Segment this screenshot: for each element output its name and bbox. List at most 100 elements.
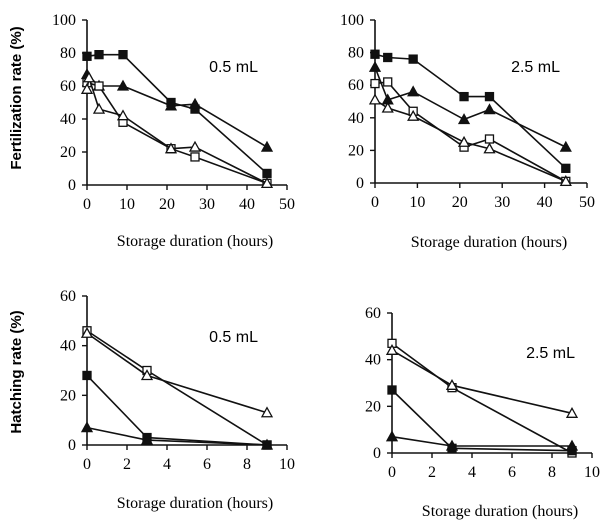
data-point-filled-triangle: [116, 79, 130, 91]
fertilization-ylabel: Fertilization rate (%): [8, 26, 25, 169]
data-point-open-triangle: [82, 71, 96, 83]
x-tick-label: 40: [239, 196, 255, 213]
data-point-open-triangle: [92, 102, 106, 114]
x-axis-label: Storage duration (hours): [117, 495, 273, 512]
data-point-open-square: [190, 152, 200, 162]
series-line-filled-triangle: [86, 426, 268, 446]
data-point-filled-square: [82, 370, 92, 381]
x-tick-label: 8: [243, 456, 251, 473]
volume-annotation: 0.5 mL: [209, 59, 258, 76]
data-point-open-triangle: [116, 109, 130, 121]
x-axis-label: Storage duration (hours): [411, 234, 567, 251]
y-tick-label: 0: [68, 437, 76, 454]
x-tick-label: 4: [163, 456, 171, 473]
x-tick-label: 20: [452, 194, 468, 211]
data-point-open-triangle: [407, 109, 420, 121]
data-point-filled-triangle: [260, 438, 274, 450]
y-tick-label: 100: [52, 12, 76, 29]
data-point-filled-triangle: [483, 103, 496, 115]
data-point-open-triangle: [559, 175, 572, 187]
data-point-open-square: [484, 134, 495, 144]
y-tick-label: 20: [348, 142, 364, 159]
data-point-open-triangle: [260, 406, 274, 418]
data-point-filled-square: [82, 51, 92, 61]
y-tick-label: 60: [365, 305, 381, 322]
data-point-open-triangle: [164, 142, 178, 154]
y-tick-label: 20: [60, 144, 76, 161]
data-point-filled-square: [459, 91, 469, 102]
data-point-open-triangle: [457, 135, 471, 147]
data-point-filled-triangle: [565, 439, 579, 451]
y-tick-label: 80: [60, 45, 76, 62]
data-point-filled-square: [484, 91, 495, 102]
data-point-open-triangle: [381, 101, 394, 113]
data-point-open-triangle: [188, 140, 202, 152]
x-tick-label: 2: [123, 456, 131, 473]
data-point-open-triangle: [80, 82, 94, 94]
data-point-filled-triangle: [559, 140, 572, 152]
data-point-filled-triangle: [385, 430, 399, 442]
x-axis-label: Storage duration (hours): [117, 233, 273, 250]
x-tick-label: 50: [579, 194, 595, 211]
x-tick-label: 0: [371, 194, 379, 211]
data-point-filled-square: [408, 54, 418, 64]
data-point-open-triangle: [140, 369, 154, 381]
data-point-filled-square: [118, 50, 128, 60]
data-point-open-square: [383, 77, 393, 87]
y-tick-label: 40: [60, 111, 76, 128]
volume-annotation: 2.5 mL: [526, 345, 575, 362]
data-point-filled-triangle: [140, 433, 154, 445]
data-point-filled-triangle: [164, 99, 178, 111]
data-point-filled-square: [383, 52, 393, 63]
x-tick-label: 10: [279, 456, 295, 473]
x-tick-label: 20: [159, 196, 175, 213]
y-tick-label: 0: [68, 177, 76, 194]
y-tick-label: 60: [60, 78, 76, 95]
series-line-filled-square: [86, 374, 268, 446]
y-tick-label: 60: [60, 288, 76, 305]
data-point-filled-triangle: [457, 113, 471, 125]
x-tick-label: 0: [388, 464, 396, 481]
data-point-filled-square: [561, 163, 571, 173]
y-tick-label: 40: [365, 352, 381, 369]
x-tick-label: 40: [537, 194, 553, 211]
x-tick-label: 50: [279, 196, 295, 213]
x-tick-label: 8: [548, 464, 556, 481]
series-line-open-square: [86, 330, 268, 446]
data-point-open-triangle: [80, 326, 94, 338]
data-point-open-square: [370, 78, 380, 89]
data-point-open-triangle: [260, 177, 274, 189]
series-line-open-square: [86, 81, 268, 185]
x-tick-label: 0: [83, 196, 91, 213]
y-tick-label: 40: [348, 110, 364, 127]
x-axis-label: Storage duration (hours): [422, 503, 578, 520]
chart-fert-25: 0 10 20 30 40 50 0 20 40 60 80 100 Storage duration …: [340, 12, 595, 251]
data-point-open-triangle: [445, 378, 459, 390]
y-tick-label: 40: [60, 338, 76, 355]
data-point-open-triangle: [368, 93, 382, 105]
data-point-open-triangle: [483, 142, 496, 154]
y-tick-label: 0: [356, 175, 364, 192]
data-point-filled-triangle: [368, 60, 382, 72]
data-point-open-square: [94, 81, 104, 91]
data-point-filled-triangle: [445, 439, 459, 451]
y-tick-label: 0: [373, 445, 381, 462]
x-tick-label: 0: [83, 456, 91, 473]
data-point-open-triangle: [565, 406, 579, 418]
x-tick-label: 4: [468, 464, 476, 481]
data-point-filled-square: [262, 168, 272, 179]
x-tick-label: 10: [409, 194, 425, 211]
data-point-filled-triangle: [407, 85, 420, 97]
data-point-filled-triangle: [80, 421, 94, 433]
data-point-filled-triangle: [188, 97, 202, 109]
chart-fert-05: 0 10 20 30 40 50 0 20 40 60 80 100 Storage duration …: [52, 12, 295, 250]
data-point-filled-square: [370, 49, 380, 59]
y-tick-label: 100: [340, 12, 364, 29]
x-tick-label: 30: [494, 194, 510, 211]
y-tick-label: 20: [365, 398, 381, 415]
chart-hatch-25: 0 2 4 6 8 10 0 20 40 60 Storage duration (hours) 2.…: [365, 305, 600, 520]
series-line-filled-triangle: [374, 66, 567, 148]
data-point-filled-square: [387, 385, 397, 395]
x-tick-label: 2: [428, 464, 436, 481]
